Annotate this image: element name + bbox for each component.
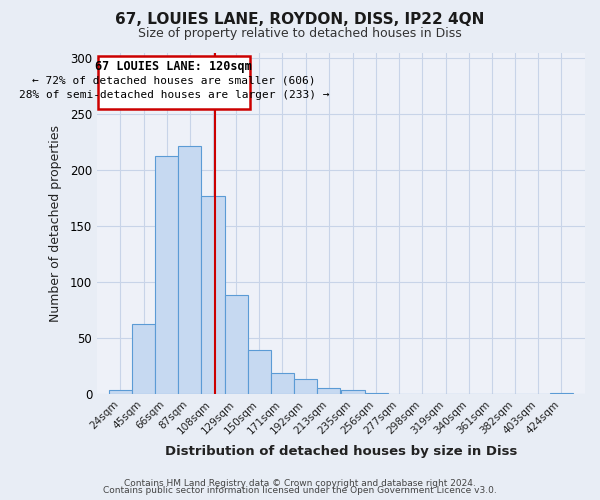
Text: 28% of semi-detached houses are larger (233) →: 28% of semi-detached houses are larger (… — [19, 90, 329, 101]
Text: Contains public sector information licensed under the Open Government Licence v3: Contains public sector information licen… — [103, 486, 497, 495]
Bar — [109, 390, 132, 394]
Text: 67 LOUIES LANE: 120sqm: 67 LOUIES LANE: 120sqm — [95, 60, 252, 74]
FancyBboxPatch shape — [98, 56, 250, 108]
Bar — [294, 379, 317, 394]
Text: 67, LOUIES LANE, ROYDON, DISS, IP22 4QN: 67, LOUIES LANE, ROYDON, DISS, IP22 4QN — [115, 12, 485, 28]
Text: ← 72% of detached houses are smaller (606): ← 72% of detached houses are smaller (60… — [32, 76, 316, 86]
Bar — [317, 388, 340, 394]
Bar — [132, 324, 155, 394]
Bar — [271, 373, 294, 394]
X-axis label: Distribution of detached houses by size in Diss: Distribution of detached houses by size … — [165, 444, 517, 458]
Bar — [178, 146, 202, 394]
Bar — [248, 350, 271, 395]
Bar — [155, 156, 178, 394]
Text: Size of property relative to detached houses in Diss: Size of property relative to detached ho… — [138, 28, 462, 40]
Text: Contains HM Land Registry data © Crown copyright and database right 2024.: Contains HM Land Registry data © Crown c… — [124, 478, 476, 488]
Y-axis label: Number of detached properties: Number of detached properties — [49, 125, 62, 322]
Bar — [224, 294, 248, 394]
Bar — [202, 196, 224, 394]
Bar — [341, 390, 365, 394]
